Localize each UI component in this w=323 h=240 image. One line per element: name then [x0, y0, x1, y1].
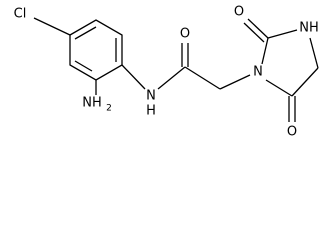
double-bond	[74, 60, 93, 72]
atom-label: O	[180, 27, 190, 42]
bond	[121, 64, 146, 90]
molecule-diagram: Cl NH 2 N H O N O NH O	[14, 5, 319, 140]
atom-label: NH	[82, 96, 102, 111]
bond	[157, 66, 186, 90]
atom-label: N	[146, 89, 156, 104]
atom-label: NH	[299, 21, 319, 36]
bond	[309, 37, 319, 69]
bond	[261, 37, 269, 65]
bonds	[33, 17, 319, 122]
bond	[267, 29, 298, 39]
bond	[265, 79, 293, 97]
bond	[219, 74, 251, 90]
atom-label: Cl	[14, 7, 27, 22]
double-bond	[74, 26, 97, 40]
bond	[33, 17, 71, 36]
atom-label: H	[146, 104, 156, 119]
atom-label: N	[253, 65, 263, 80]
double-bond	[243, 22, 265, 43]
atom-label: O	[287, 125, 297, 140]
atom-label: O	[234, 5, 244, 20]
atom-subscript: 2	[106, 104, 112, 114]
double-bond	[247, 18, 269, 39]
atom-labels: Cl NH 2 N H O N O NH O	[14, 5, 319, 140]
benzene-ring	[69, 19, 123, 81]
bond	[184, 66, 221, 90]
bond	[291, 67, 319, 97]
